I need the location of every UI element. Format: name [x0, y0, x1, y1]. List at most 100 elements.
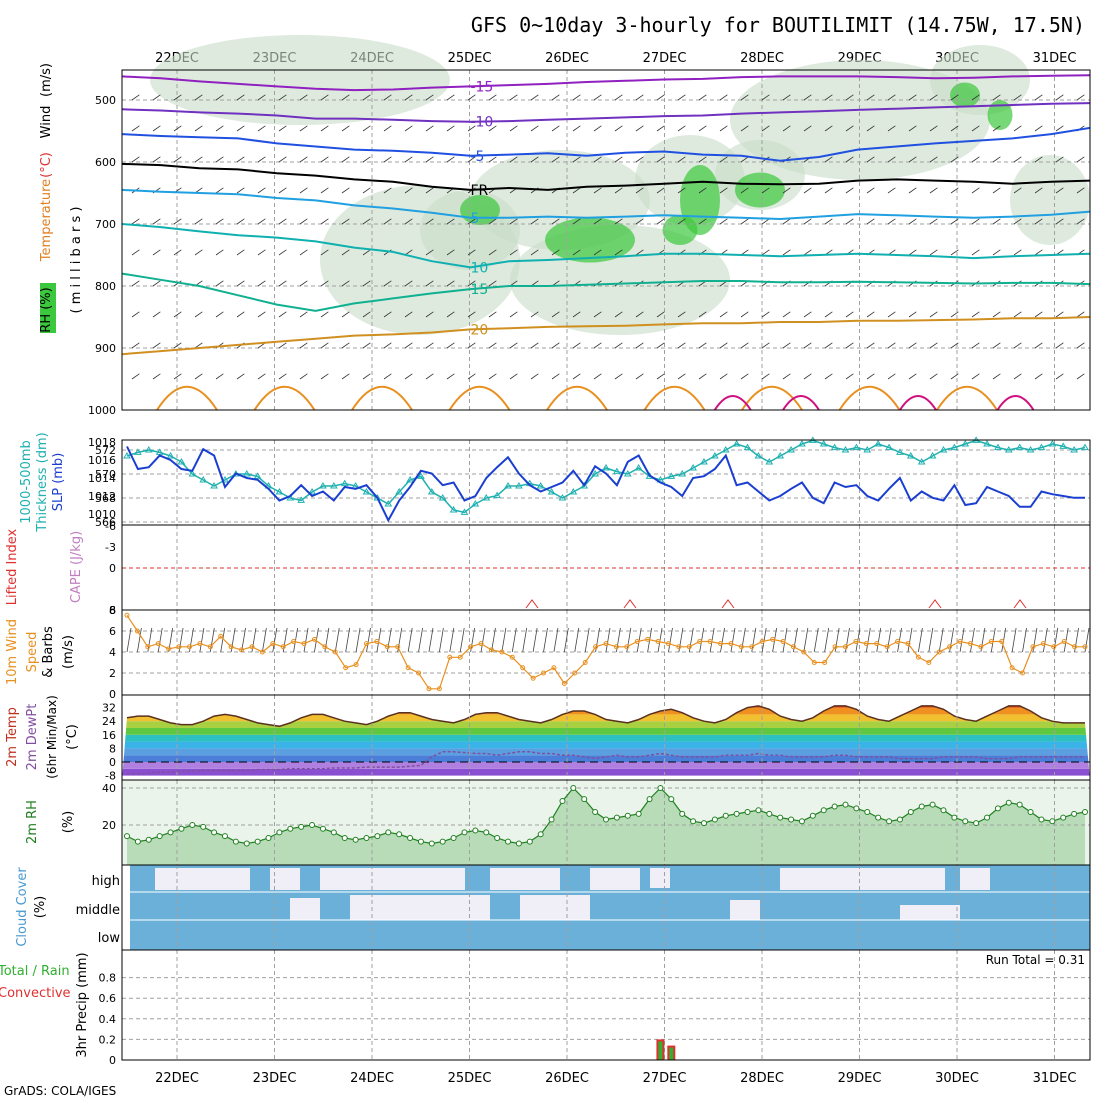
wind-barb — [404, 311, 413, 318]
wind-speed-point — [728, 641, 734, 647]
thickness-point — [134, 448, 142, 455]
thickness-point — [591, 470, 599, 477]
thickness-point — [961, 440, 970, 447]
wind-barb — [719, 156, 728, 163]
isotherm-label: 20 — [470, 322, 488, 338]
wind-barb — [257, 280, 266, 287]
wind-barb — [278, 218, 287, 225]
wind-barb — [992, 156, 1001, 163]
wind-barb — [152, 280, 161, 287]
rh-point — [156, 833, 163, 840]
wind-barb-10m — [980, 627, 986, 653]
rh-shading-high — [735, 172, 785, 208]
wind-speed-point — [1030, 644, 1036, 650]
rh-point — [330, 829, 337, 836]
wind-barb — [677, 218, 686, 225]
wind-barb — [467, 125, 476, 132]
wind-barb-10m — [876, 627, 882, 653]
wind-barb — [593, 94, 602, 101]
cloud-gap — [520, 895, 590, 920]
wind-barb — [593, 373, 602, 380]
wind-barb — [194, 342, 203, 349]
rh-point — [788, 816, 795, 823]
wind-barb — [152, 373, 161, 380]
wind-barb-10m — [220, 627, 226, 653]
wind-barb — [887, 311, 896, 318]
wind-speed-point — [603, 641, 609, 647]
wind-speed-point — [613, 644, 619, 650]
thickness-point — [515, 482, 523, 489]
rh-point — [581, 796, 588, 803]
rh-point — [167, 829, 174, 836]
wind-barb — [803, 373, 812, 380]
wind-speed-point — [384, 644, 390, 650]
wind-barb — [215, 218, 224, 225]
wind-barb — [656, 311, 665, 318]
wind-barb — [152, 311, 161, 318]
wind-barb — [551, 342, 560, 349]
wind-barb — [383, 311, 392, 318]
wind-barb — [383, 125, 392, 132]
wind-barb — [551, 373, 560, 380]
wind-speed-point — [895, 639, 901, 644]
y-tick-label: 566 — [95, 516, 116, 529]
wind-barb — [425, 249, 434, 256]
wind-barb — [635, 94, 644, 101]
rh-point — [984, 814, 991, 821]
wind-barb — [446, 311, 455, 318]
wind-barb — [614, 342, 623, 349]
thickness-point — [569, 488, 578, 495]
wind-barb — [656, 94, 665, 101]
rh-point — [145, 836, 152, 843]
wind-barb — [131, 249, 140, 256]
wind-barb-10m — [147, 627, 153, 653]
wind-barb — [404, 125, 413, 132]
wind-barb — [215, 156, 224, 163]
cloud-gap — [960, 868, 990, 890]
rh-point — [221, 833, 228, 840]
thickness-point — [710, 452, 719, 459]
wind-barb — [950, 125, 959, 132]
y-tick-label: 1010 — [88, 508, 116, 521]
wind-barb — [1055, 218, 1064, 225]
isotherm-line — [121, 102, 1091, 123]
y-tick-label: 0 — [109, 688, 116, 701]
wind-barb-10m — [1074, 627, 1079, 653]
wind-barb — [446, 125, 455, 132]
wind-speed-point — [228, 644, 234, 650]
wind-barb — [803, 342, 812, 349]
date-label: 25DEC — [448, 51, 492, 66]
isotherm-label: FR — [470, 183, 488, 199]
cape-li-panel: 6 0 -3 -6 8 Lifted Index CAPE (J/kg) — [5, 520, 1091, 617]
wind-barb — [971, 373, 980, 380]
rh-point — [134, 838, 141, 845]
wind-barb — [698, 94, 707, 101]
axis-label: 2m Temp — [5, 707, 20, 767]
y-tick-label: -6 — [105, 520, 116, 533]
wind-barb — [530, 373, 539, 380]
wind-barb-10m — [272, 627, 278, 653]
wind-barb — [782, 187, 791, 194]
temp-band — [122, 762, 1090, 769]
rh-point — [450, 834, 457, 841]
wind-barb — [236, 249, 245, 256]
wind-barb — [950, 218, 959, 225]
thickness-line — [126, 439, 1086, 514]
wind-barb — [866, 218, 875, 225]
wind-barb — [1034, 187, 1043, 194]
date-label: 27DEC — [643, 1071, 687, 1086]
wind-barb — [173, 94, 182, 101]
isotherm-line — [121, 316, 1091, 356]
wind-barb-10m — [824, 627, 830, 653]
wind-barb — [467, 280, 476, 287]
wind-barb — [299, 218, 308, 225]
wind-barb — [866, 373, 875, 380]
wind-speed-point — [301, 641, 307, 647]
precip-legend-conv: Convective — [0, 986, 71, 1001]
wind-barb — [257, 125, 266, 132]
rh-point — [777, 814, 784, 821]
wind-barb — [362, 249, 371, 256]
wind-barb-10m — [438, 627, 444, 653]
wind-speed-point — [947, 644, 953, 650]
